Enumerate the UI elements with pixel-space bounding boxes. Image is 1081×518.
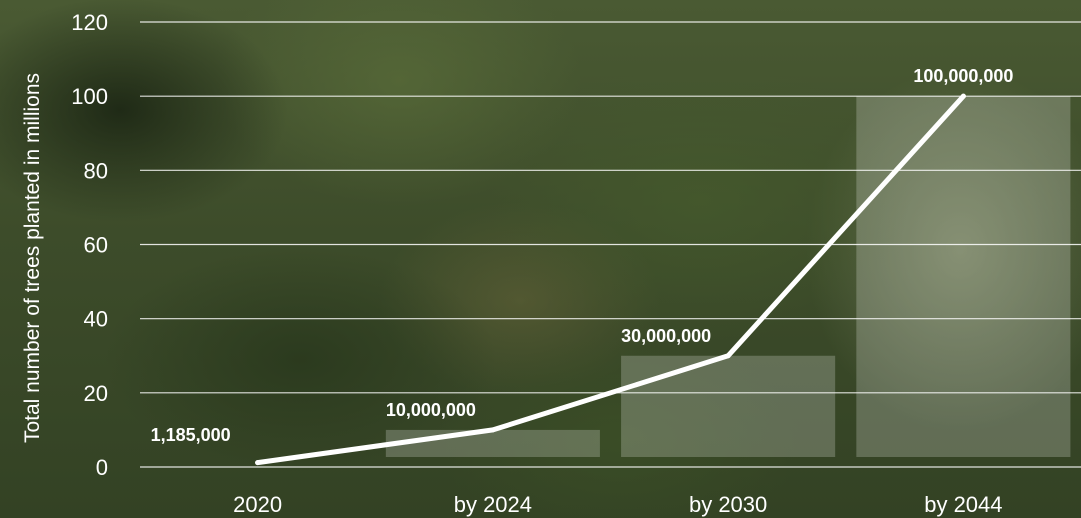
- y-tick-label: 40: [84, 307, 108, 332]
- data-point: [490, 427, 496, 433]
- y-tick-label: 20: [84, 381, 108, 406]
- data-point: [960, 93, 966, 99]
- x-tick-label: by 2030: [689, 492, 767, 517]
- data-point: [725, 353, 731, 359]
- y-axis-title: Total number of trees planted in million…: [21, 72, 44, 444]
- y-tick-label: 80: [84, 158, 108, 183]
- data-point: [255, 460, 261, 466]
- data-label: 30,000,000: [621, 326, 711, 346]
- y-tick-label: 100: [71, 84, 108, 109]
- y-tick-label: 60: [84, 233, 108, 258]
- x-tick-label: 2020: [233, 492, 282, 517]
- data-label: 10,000,000: [386, 400, 476, 420]
- bar: [621, 355, 836, 457]
- data-label: 1,185,000: [151, 425, 231, 445]
- y-tick-label: 0: [96, 455, 108, 480]
- bar: [385, 429, 600, 457]
- y-tick-label: 120: [71, 10, 108, 35]
- bar: [856, 96, 1071, 458]
- series-line: [255, 93, 966, 466]
- data-label: 100,000,000: [913, 66, 1013, 86]
- x-tick-label: by 2024: [454, 492, 532, 517]
- x-tick-label: by 2044: [924, 492, 1002, 517]
